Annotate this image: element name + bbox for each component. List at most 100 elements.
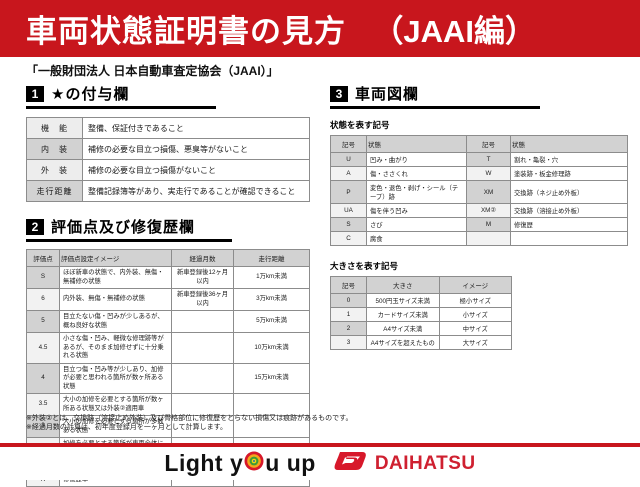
state-cell: 交換跡（ネジ止め外板） bbox=[510, 180, 628, 204]
daihatsu-mark-icon bbox=[334, 451, 368, 476]
target-ring-icon bbox=[244, 450, 264, 477]
symbol-cell: UA bbox=[330, 203, 367, 218]
grade-months-cell bbox=[171, 332, 234, 364]
section2-number-badge: 2 bbox=[26, 218, 44, 235]
table-row: S ほぼ新車の状態で、内外装、無傷・無補修の状態 新車登録後12ヶ月以内 1万k… bbox=[26, 266, 310, 289]
table-row: 3 A4サイズを超えたもの 大サイズ bbox=[330, 335, 512, 350]
section1-title: ★の付与欄 bbox=[51, 86, 130, 103]
grade-mileage-cell: 3万km未満 bbox=[233, 288, 310, 311]
grade-desc-cell: 内外装、無傷・無補修の状態 bbox=[59, 288, 172, 311]
grade-col-header: 評価点 bbox=[26, 249, 60, 267]
symbol-cell: XM bbox=[466, 180, 511, 204]
table-row: 走行距離 整備記録簿等があり、実走行であることが確認できること bbox=[26, 180, 310, 202]
grade-desc-cell: 大小の加修を必要とする箇所が数ヶ所ある状態又は外装②適用車 bbox=[59, 393, 172, 416]
footer: Light y u up DAIHATSU bbox=[0, 447, 640, 480]
symbol-cell: P bbox=[330, 180, 367, 204]
state-symbols-label: 状態を表す記号 bbox=[330, 120, 390, 130]
table-row: 0 500円玉サイズ未満 極小サイズ bbox=[330, 293, 512, 308]
size-cell: 500円玉サイズ未満 bbox=[366, 293, 440, 308]
size-symbols-body: 0 500円玉サイズ未満 極小サイズ 1 カードサイズ未満 小サイズ 2 A4サ… bbox=[330, 293, 512, 350]
table-row: 2 A4サイズ未満 中サイズ bbox=[330, 321, 512, 336]
state-cell: 傷を伴う凹み bbox=[366, 203, 467, 218]
grade-score-cell: S bbox=[26, 266, 60, 289]
state-cell: 腐食 bbox=[366, 231, 467, 246]
right-column: 3 車両図欄 状態を表す記号 記号 状態 記号 状態 U 凹み・曲がり T 割れ… bbox=[330, 83, 628, 350]
section2: 2 評価点及び修復歴欄 評価点 評価点設定イメージ 経過月数 走行距離 S ほぼ… bbox=[26, 216, 310, 487]
size-cell: A4サイズ未満 bbox=[366, 321, 440, 336]
size-image-cell: 中サイズ bbox=[438, 321, 512, 336]
criteria-label-cell: 走行距離 bbox=[26, 180, 83, 202]
size-cell: カードサイズ未満 bbox=[366, 307, 440, 322]
footnote-line: ※経過月数の計算は、初年度登録月を一ヶ月として計算します。 bbox=[26, 423, 227, 431]
symbol-cell: M bbox=[466, 217, 511, 232]
star-criteria-body: 機 能 整備、保証付きであること 内 装 補修の必要な目立つ損傷、悪臭等がないこ… bbox=[26, 117, 310, 202]
page-title: 車両状態証明書の見方 bbox=[26, 14, 346, 49]
organization-subtitle: 「一般財団法人 日本自動車査定協会（JAAI）」 bbox=[26, 64, 279, 78]
section3-underline bbox=[330, 106, 540, 109]
grade-col-header: 経過月数 bbox=[171, 249, 234, 267]
daihatsu-wordmark: DAIHATSU bbox=[374, 452, 476, 474]
symbol-cell: 2 bbox=[330, 321, 367, 336]
grade-header-row: 評価点 評価点設定イメージ 経過月数 走行距離 bbox=[26, 249, 310, 267]
state-cell: さび bbox=[366, 217, 467, 232]
grade-desc-cell: ほぼ新車の状態で、内外装、無傷・無補修の状態 bbox=[59, 266, 172, 289]
table-row: C 腐食 bbox=[330, 231, 628, 246]
table-row: 4.5 小さな傷・凹み、軽微な修理跡等があるが、そのまま加修せずに十分乗れる状態… bbox=[26, 332, 310, 364]
size-symbols-table: 記号 大きさ イメージ 0 500円玉サイズ未満 極小サイズ 1 カードサイズ bbox=[330, 276, 512, 350]
symbol-cell: S bbox=[330, 217, 367, 232]
criteria-desc-cell: 補修の必要な目立つ損傷がないこと bbox=[82, 159, 310, 181]
symbol-cell: C bbox=[330, 231, 367, 246]
state-col-header: 状態 bbox=[366, 135, 467, 153]
grade-desc-cell: 目立たない傷・凹みが少しあるが、概ね良好な状態 bbox=[59, 310, 172, 333]
symbol-cell bbox=[466, 231, 511, 246]
criteria-label-cell: 機 能 bbox=[26, 117, 83, 139]
state-col-header: 状態 bbox=[510, 135, 628, 153]
grade-mileage-cell: 10万km未満 bbox=[233, 332, 310, 364]
state-cell: 割れ・亀裂・穴 bbox=[510, 152, 628, 167]
table-row: UA 傷を伴う凹み XM② 交換跡（溶接止め外板） bbox=[330, 203, 628, 218]
symbol-cell: 1 bbox=[330, 307, 367, 322]
header-bar: 車両状態証明書の見方 （JAAI編） bbox=[0, 0, 640, 57]
grade-score-cell: 3.5 bbox=[26, 393, 60, 416]
daihatsu-logo: DAIHATSU bbox=[334, 451, 476, 476]
size-image-cell: 大サイズ bbox=[438, 335, 512, 350]
state-cell: 傷・ささくれ bbox=[366, 166, 467, 181]
grade-col-header: 評価点設定イメージ bbox=[59, 249, 172, 267]
star-criteria-table: 機 能 整備、保証付きであること 内 装 補修の必要な目立つ損傷、悪臭等がないこ… bbox=[26, 117, 310, 202]
grade-score-cell: 5 bbox=[26, 310, 60, 333]
grade-table-body: S ほぼ新車の状態で、内外装、無傷・無補修の状態 新車登録後12ヶ月以内 1万k… bbox=[26, 266, 310, 487]
symbol-cell: A bbox=[330, 166, 367, 181]
state-cell bbox=[510, 231, 628, 246]
section1-number-badge: 1 bbox=[26, 85, 44, 102]
criteria-label-cell: 内 装 bbox=[26, 138, 83, 160]
table-row: 機 能 整備、保証付きであること bbox=[26, 117, 310, 139]
size-col-header: 記号 bbox=[330, 276, 367, 294]
slogan-text: Light y bbox=[164, 450, 244, 476]
section1-underline bbox=[26, 106, 216, 109]
grade-mileage-cell: 1万km未満 bbox=[233, 266, 310, 289]
size-col-header: イメージ bbox=[438, 276, 512, 294]
table-row: S さび M 修復歴 bbox=[330, 217, 628, 232]
grade-months-cell: 新車登録後12ヶ月以内 bbox=[171, 266, 234, 289]
state-symbols-table: 記号 状態 記号 状態 U 凹み・曲がり T 割れ・亀裂・穴 A 傷・ささくれ … bbox=[330, 135, 628, 246]
state-cell: 交換跡（溶接止め外板） bbox=[510, 203, 628, 218]
table-row: 3.5 大小の加修を必要とする箇所が数ヶ所ある状態又は外装②適用車 bbox=[26, 393, 310, 416]
grade-months-cell bbox=[171, 310, 234, 333]
symbol-cell: 0 bbox=[330, 293, 367, 308]
table-row: P 変色・退色・剥げ・シール（テープ）跡 XM 交換跡（ネジ止め外板） bbox=[330, 180, 628, 204]
table-row: 内 装 補修の必要な目立つ損傷、悪臭等がないこと bbox=[26, 138, 310, 160]
table-row: 6 内外装、無傷・無補修の状態 新車登録後36ヶ月以内 3万km未満 bbox=[26, 288, 310, 311]
grade-months-cell bbox=[171, 393, 234, 416]
page-title-edition: （JAAI編） bbox=[372, 14, 536, 49]
grade-table: 評価点 評価点設定イメージ 経過月数 走行距離 S ほぼ新車の状態で、内外装、無… bbox=[26, 249, 310, 487]
section3-title: 車両図欄 bbox=[355, 86, 420, 103]
grade-desc-cell: 目立つ傷・凹み等が少しあり、加修が必要と思われる箇所が数ヶ所ある状態 bbox=[59, 362, 172, 394]
grade-months-cell: 新車登録後36ヶ月以内 bbox=[171, 288, 234, 311]
footer-divider bbox=[0, 443, 640, 447]
grade-score-cell: 4 bbox=[26, 362, 60, 394]
table-row: U 凹み・曲がり T 割れ・亀裂・穴 bbox=[330, 152, 628, 167]
section2-title: 評価点及び修復歴欄 bbox=[51, 219, 196, 236]
state-symbols-body: U 凹み・曲がり T 割れ・亀裂・穴 A 傷・ささくれ W 塗装跡・板金修理跡 … bbox=[330, 152, 628, 246]
table-row: 5 目立たない傷・凹みが少しあるが、概ね良好な状態 5万km未満 bbox=[26, 310, 310, 333]
state-cell: 塗装跡・板金修理跡 bbox=[510, 166, 628, 181]
